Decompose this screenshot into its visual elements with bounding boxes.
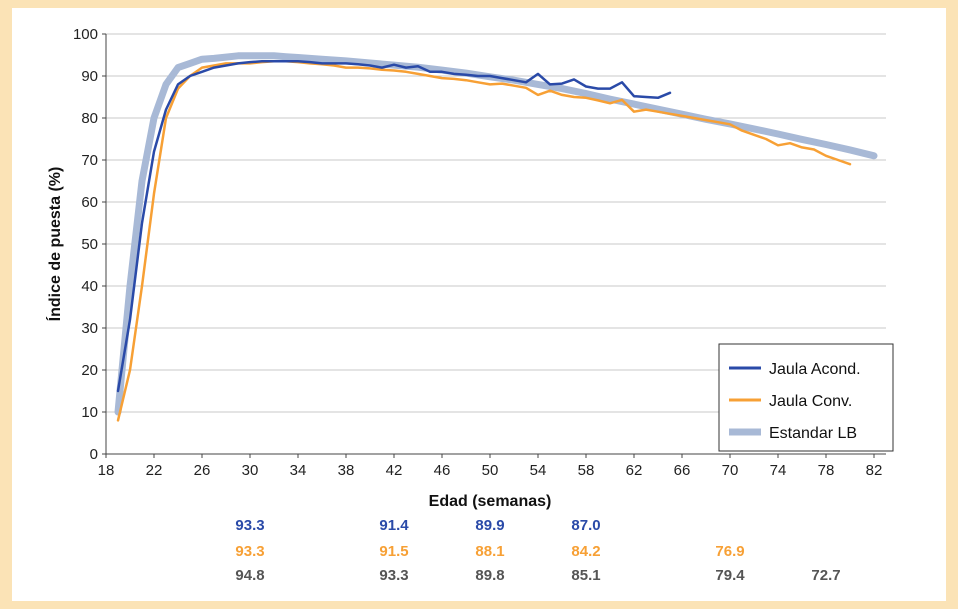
y-tick-label-50: 50 bbox=[81, 236, 98, 253]
grid-lines bbox=[106, 33, 886, 455]
y-tick-label-30: 30 bbox=[81, 320, 98, 337]
x-tick-label-34: 34 bbox=[290, 462, 307, 479]
laying-rate-chart: 0 10 20 30 40 50 60 70 80 90 100 18 22 26 30 34 38 42 46 50… bbox=[45, 26, 894, 584]
x-tick-label-82: 82 bbox=[866, 462, 883, 479]
x-tick-label-58: 58 bbox=[578, 462, 595, 479]
average-value: 94.8 bbox=[235, 567, 264, 584]
legend-label-jaula-acond: Jaula Acond. bbox=[769, 361, 861, 378]
average-value: 76.9 bbox=[715, 543, 744, 560]
y-tick-label-80: 80 bbox=[81, 110, 98, 127]
y-tick-label-10: 10 bbox=[81, 404, 98, 421]
average-value: 89.9 bbox=[475, 517, 504, 534]
average-value: 85.1 bbox=[571, 567, 600, 584]
x-tick-label-46: 46 bbox=[434, 462, 451, 479]
x-tick-label-66: 66 bbox=[674, 462, 691, 479]
chart-panel: 0 10 20 30 40 50 60 70 80 90 100 18 22 26 30 34 38 42 46 50… bbox=[12, 8, 946, 601]
series-lines bbox=[114, 52, 878, 422]
y-tick-label-60: 60 bbox=[81, 194, 98, 211]
y-tick-label-0: 0 bbox=[90, 446, 98, 463]
y-tick-label-20: 20 bbox=[81, 362, 98, 379]
x-tick-label-74: 74 bbox=[770, 462, 787, 479]
tick-labels: 0 10 20 30 40 50 60 70 80 90 100 18 22 26 30 34 38 42 46 50… bbox=[73, 26, 882, 479]
average-value: 88.1 bbox=[475, 543, 504, 560]
average-value: 72.7 bbox=[811, 567, 840, 584]
legend-label-jaula-conv: Jaula Conv. bbox=[769, 393, 852, 410]
legend-label-estandar-lb: Estandar LB bbox=[769, 425, 857, 442]
series-line-jaula-acond bbox=[116, 60, 672, 393]
x-tick-label-26: 26 bbox=[194, 462, 211, 479]
average-value: 89.8 bbox=[475, 567, 504, 584]
x-tick-label-78: 78 bbox=[818, 462, 835, 479]
x-tick-label-38: 38 bbox=[338, 462, 355, 479]
average-value: 84.2 bbox=[571, 543, 600, 560]
x-tick-label-70: 70 bbox=[722, 462, 739, 479]
average-value: 87.0 bbox=[571, 517, 600, 534]
y-axis-title: Índice de puesta (%) bbox=[45, 167, 64, 322]
average-value: 91.5 bbox=[379, 543, 408, 560]
legend: Jaula Acond. Jaula Conv. Estandar LB bbox=[718, 343, 894, 452]
y-tick-label-100: 100 bbox=[73, 26, 98, 43]
average-value: 91.4 bbox=[379, 517, 409, 534]
x-tick-label-22: 22 bbox=[146, 462, 163, 479]
x-axis-title: Edad (semanas) bbox=[429, 493, 552, 510]
average-value: 93.3 bbox=[379, 567, 408, 584]
average-value: 93.3 bbox=[235, 517, 264, 534]
x-tick-label-62: 62 bbox=[626, 462, 643, 479]
y-tick-label-70: 70 bbox=[81, 152, 98, 169]
y-tick-label-40: 40 bbox=[81, 278, 98, 295]
average-values-table: 93.3 91.4 89.9 87.0 93.3 91.5 88.1 84.2 76.9 94.8… bbox=[235, 517, 840, 584]
x-tick-label-50: 50 bbox=[482, 462, 499, 479]
average-value: 79.4 bbox=[715, 567, 745, 584]
x-tick-label-42: 42 bbox=[386, 462, 403, 479]
x-tick-label-30: 30 bbox=[242, 462, 259, 479]
x-tick-label-54: 54 bbox=[530, 462, 547, 479]
average-value: 93.3 bbox=[235, 543, 264, 560]
x-tick-label-18: 18 bbox=[98, 462, 115, 479]
y-tick-label-90: 90 bbox=[81, 68, 98, 85]
